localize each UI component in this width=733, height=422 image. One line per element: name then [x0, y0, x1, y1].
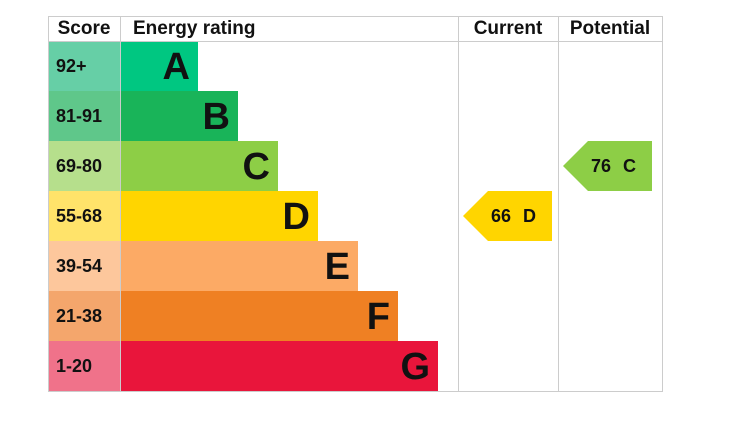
rating-letter: E: [325, 246, 350, 288]
rating-bar: [120, 91, 238, 141]
rating-bar: [120, 191, 318, 241]
current-arrow: [463, 191, 552, 241]
score-label: 69-80: [56, 156, 102, 176]
rating-bar: [120, 141, 278, 191]
current-header: Current: [474, 18, 543, 39]
score-cell: [48, 41, 120, 91]
current-letter: D: [523, 206, 536, 226]
potential-header: Potential: [570, 18, 650, 39]
rating-letter: G: [400, 346, 430, 388]
rating-bar: [120, 241, 358, 291]
rating-letter: C: [243, 146, 270, 188]
score-header: Score: [58, 18, 111, 39]
rating-letter: D: [283, 196, 310, 238]
score-label: 81-91: [56, 106, 102, 126]
potential-arrow: [563, 141, 652, 191]
score-label: 21-38: [56, 306, 102, 326]
rating-header: Energy rating: [133, 18, 255, 39]
score-label: 92+: [56, 56, 87, 76]
rating-bar: [120, 41, 198, 91]
score-label: 1-20: [56, 356, 92, 376]
rating-bar: [120, 341, 438, 391]
score-cell: [48, 291, 120, 341]
potential-value: 76: [591, 156, 611, 176]
score-cell: [48, 91, 120, 141]
current-value: 66: [491, 206, 511, 226]
score-cell: [48, 191, 120, 241]
score-cell: [48, 241, 120, 291]
score-cell: [48, 341, 120, 391]
rating-letter: B: [203, 96, 230, 138]
score-label: 39-54: [56, 256, 102, 276]
potential-letter: C: [623, 156, 636, 176]
score-cell: [48, 141, 120, 191]
frame: [48, 16, 663, 392]
rating-bar: [120, 291, 398, 341]
rating-letter: A: [163, 46, 190, 88]
rating-letter: F: [367, 296, 390, 338]
score-label: 55-68: [56, 206, 102, 226]
